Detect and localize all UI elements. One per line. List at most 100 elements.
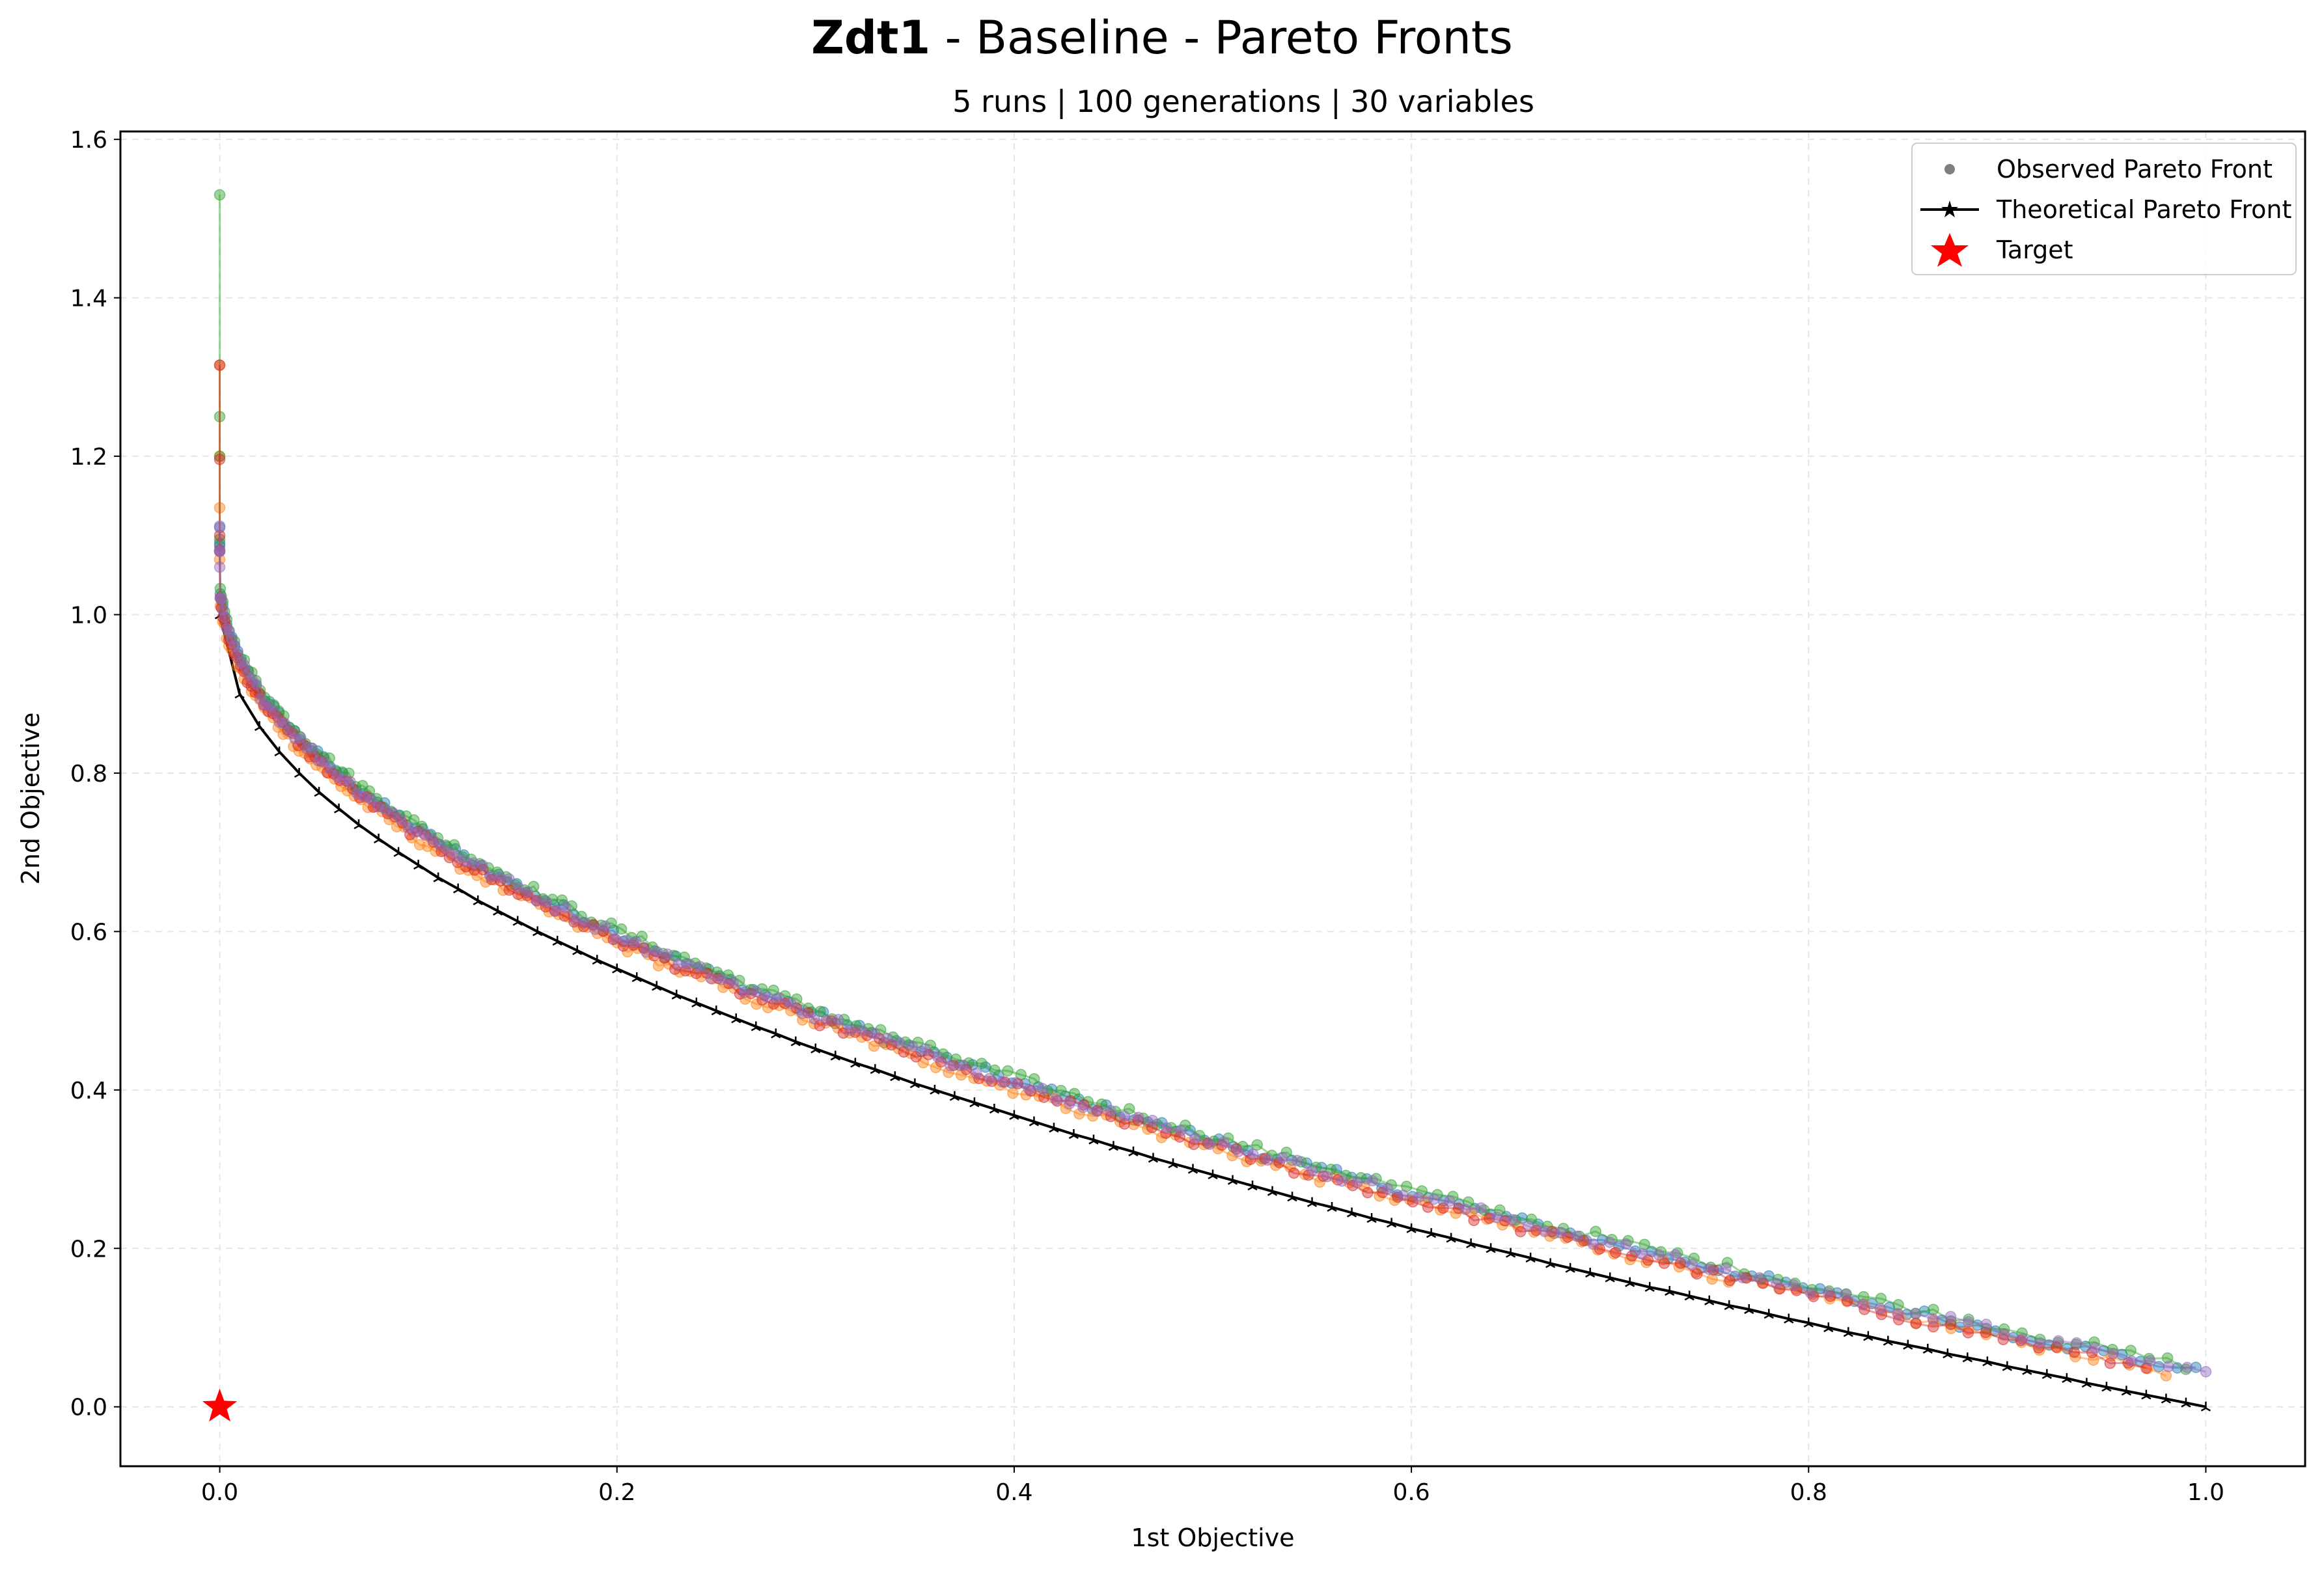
observed-point bbox=[1523, 1220, 1534, 1233]
observed-point bbox=[1247, 1148, 1259, 1160]
observed-point bbox=[214, 189, 226, 201]
y-tick-label: 1.6 bbox=[70, 127, 107, 154]
observed-point bbox=[1216, 1139, 1228, 1151]
observed-point bbox=[1491, 1211, 1503, 1223]
observed-point bbox=[494, 875, 506, 887]
observed-point bbox=[1397, 1190, 1409, 1201]
legend-box bbox=[1911, 143, 2297, 275]
observed-point bbox=[2200, 1366, 2212, 1378]
legend: Observed Pareto Front Theoretical Pareto… bbox=[1911, 143, 2297, 275]
observed-point bbox=[1980, 1322, 1993, 1335]
observed-point bbox=[1155, 1132, 1168, 1143]
y-tick-label: 0.2 bbox=[70, 1236, 107, 1263]
observed-point bbox=[1010, 1076, 1022, 1089]
observed-point bbox=[1928, 1304, 1939, 1315]
observed-run bbox=[214, 359, 2152, 1374]
observed-point bbox=[1788, 1279, 1800, 1291]
observed-point bbox=[1002, 1065, 1014, 1077]
observed-point bbox=[344, 776, 356, 787]
legend-target-label: Target bbox=[1996, 236, 2073, 264]
observed-point bbox=[2051, 1341, 2062, 1353]
observed-point bbox=[1038, 1091, 1050, 1103]
observed-point bbox=[661, 948, 674, 961]
theoretical-front-marker bbox=[473, 895, 483, 905]
observed-point bbox=[716, 974, 728, 985]
theoretical-front-marker bbox=[1128, 1146, 1139, 1156]
theoretical-front-marker bbox=[2121, 1386, 2132, 1396]
observed-point bbox=[477, 864, 489, 876]
observed-point bbox=[2069, 1350, 2081, 1363]
observed-point bbox=[1720, 1263, 1732, 1275]
theoretical-front-marker bbox=[552, 935, 562, 946]
chart-title: Zdt1 - Baseline - Pareto Fronts bbox=[811, 11, 1513, 64]
observed-point bbox=[1822, 1287, 1834, 1298]
observed-point bbox=[214, 454, 226, 465]
observed-point bbox=[2104, 1358, 2116, 1369]
observed-run-line bbox=[219, 365, 2166, 1377]
observed-point bbox=[295, 731, 307, 744]
observed-point bbox=[1025, 1085, 1037, 1097]
observed-point bbox=[1407, 1195, 1418, 1208]
observed-point bbox=[1100, 1099, 1112, 1111]
observed-point bbox=[1422, 1201, 1434, 1213]
observed-point bbox=[521, 890, 533, 901]
observed-point bbox=[976, 1058, 988, 1069]
theoretical-front-marker bbox=[294, 767, 305, 778]
observed-point bbox=[1608, 1248, 1620, 1260]
observed-point bbox=[734, 974, 745, 987]
observed-point bbox=[1306, 1165, 1318, 1177]
observed-point bbox=[1232, 1145, 1245, 1158]
observed-point bbox=[1133, 1112, 1144, 1123]
theoretical-front-marker bbox=[890, 1071, 900, 1082]
theoretical-front-marker bbox=[2081, 1378, 2092, 1388]
observed-point bbox=[219, 611, 230, 623]
x-tick-label: 0.2 bbox=[598, 1479, 635, 1506]
observed-point bbox=[1277, 1152, 1288, 1164]
y-tick-label: 0.8 bbox=[70, 761, 107, 787]
theoretical-front-marker bbox=[453, 883, 463, 894]
theoretical-front-marker bbox=[671, 989, 682, 1000]
observed-point bbox=[2053, 1335, 2064, 1347]
theoretical-front-marker bbox=[234, 689, 245, 699]
theoretical-front-marker bbox=[1982, 1356, 1993, 1367]
observed-point bbox=[2068, 1346, 2081, 1358]
observed-point bbox=[1325, 1164, 1337, 1175]
observed-point bbox=[525, 892, 536, 904]
theoretical-front-marker bbox=[254, 721, 265, 731]
theoretical-front-marker bbox=[274, 746, 284, 757]
observed-point bbox=[945, 1059, 956, 1072]
observed-point bbox=[629, 936, 642, 948]
theoretical-front-marker bbox=[969, 1097, 980, 1108]
theoretical-front-marker bbox=[1406, 1223, 1417, 1233]
observed-point bbox=[1175, 1125, 1187, 1136]
observed-point bbox=[467, 857, 480, 869]
x-tick-label: 0.8 bbox=[1790, 1479, 1827, 1506]
observed-point bbox=[2107, 1347, 2119, 1359]
observed-point bbox=[1204, 1138, 1215, 1151]
theoretical-front-marker bbox=[493, 905, 503, 916]
theoretical-front-marker bbox=[1665, 1286, 1675, 1296]
observed-run-line bbox=[219, 365, 2147, 1369]
legend-observed-marker bbox=[1944, 164, 1955, 174]
theoretical-front-marker bbox=[711, 1005, 721, 1016]
observed-point bbox=[791, 993, 803, 1005]
observed-point bbox=[2015, 1335, 2027, 1346]
observed-point bbox=[609, 933, 621, 945]
observed-point bbox=[1419, 1195, 1431, 1207]
observed-point bbox=[1590, 1225, 1601, 1237]
observed-point bbox=[408, 814, 420, 826]
observed-point bbox=[440, 839, 452, 851]
theoretical-front-marker bbox=[1625, 1277, 1635, 1287]
observed-point bbox=[881, 1032, 893, 1045]
observed-point bbox=[989, 1064, 1001, 1076]
theoretical-front-marker bbox=[909, 1078, 920, 1089]
observed-point bbox=[214, 502, 226, 513]
observed-point bbox=[250, 678, 262, 690]
observed-point bbox=[214, 533, 226, 545]
theoretical-front-marker bbox=[1605, 1272, 1615, 1283]
theoretical-front-marker bbox=[1168, 1158, 1178, 1169]
observed-point bbox=[454, 863, 466, 875]
observed-point bbox=[857, 1025, 868, 1037]
theoretical-front-marker bbox=[333, 803, 344, 813]
